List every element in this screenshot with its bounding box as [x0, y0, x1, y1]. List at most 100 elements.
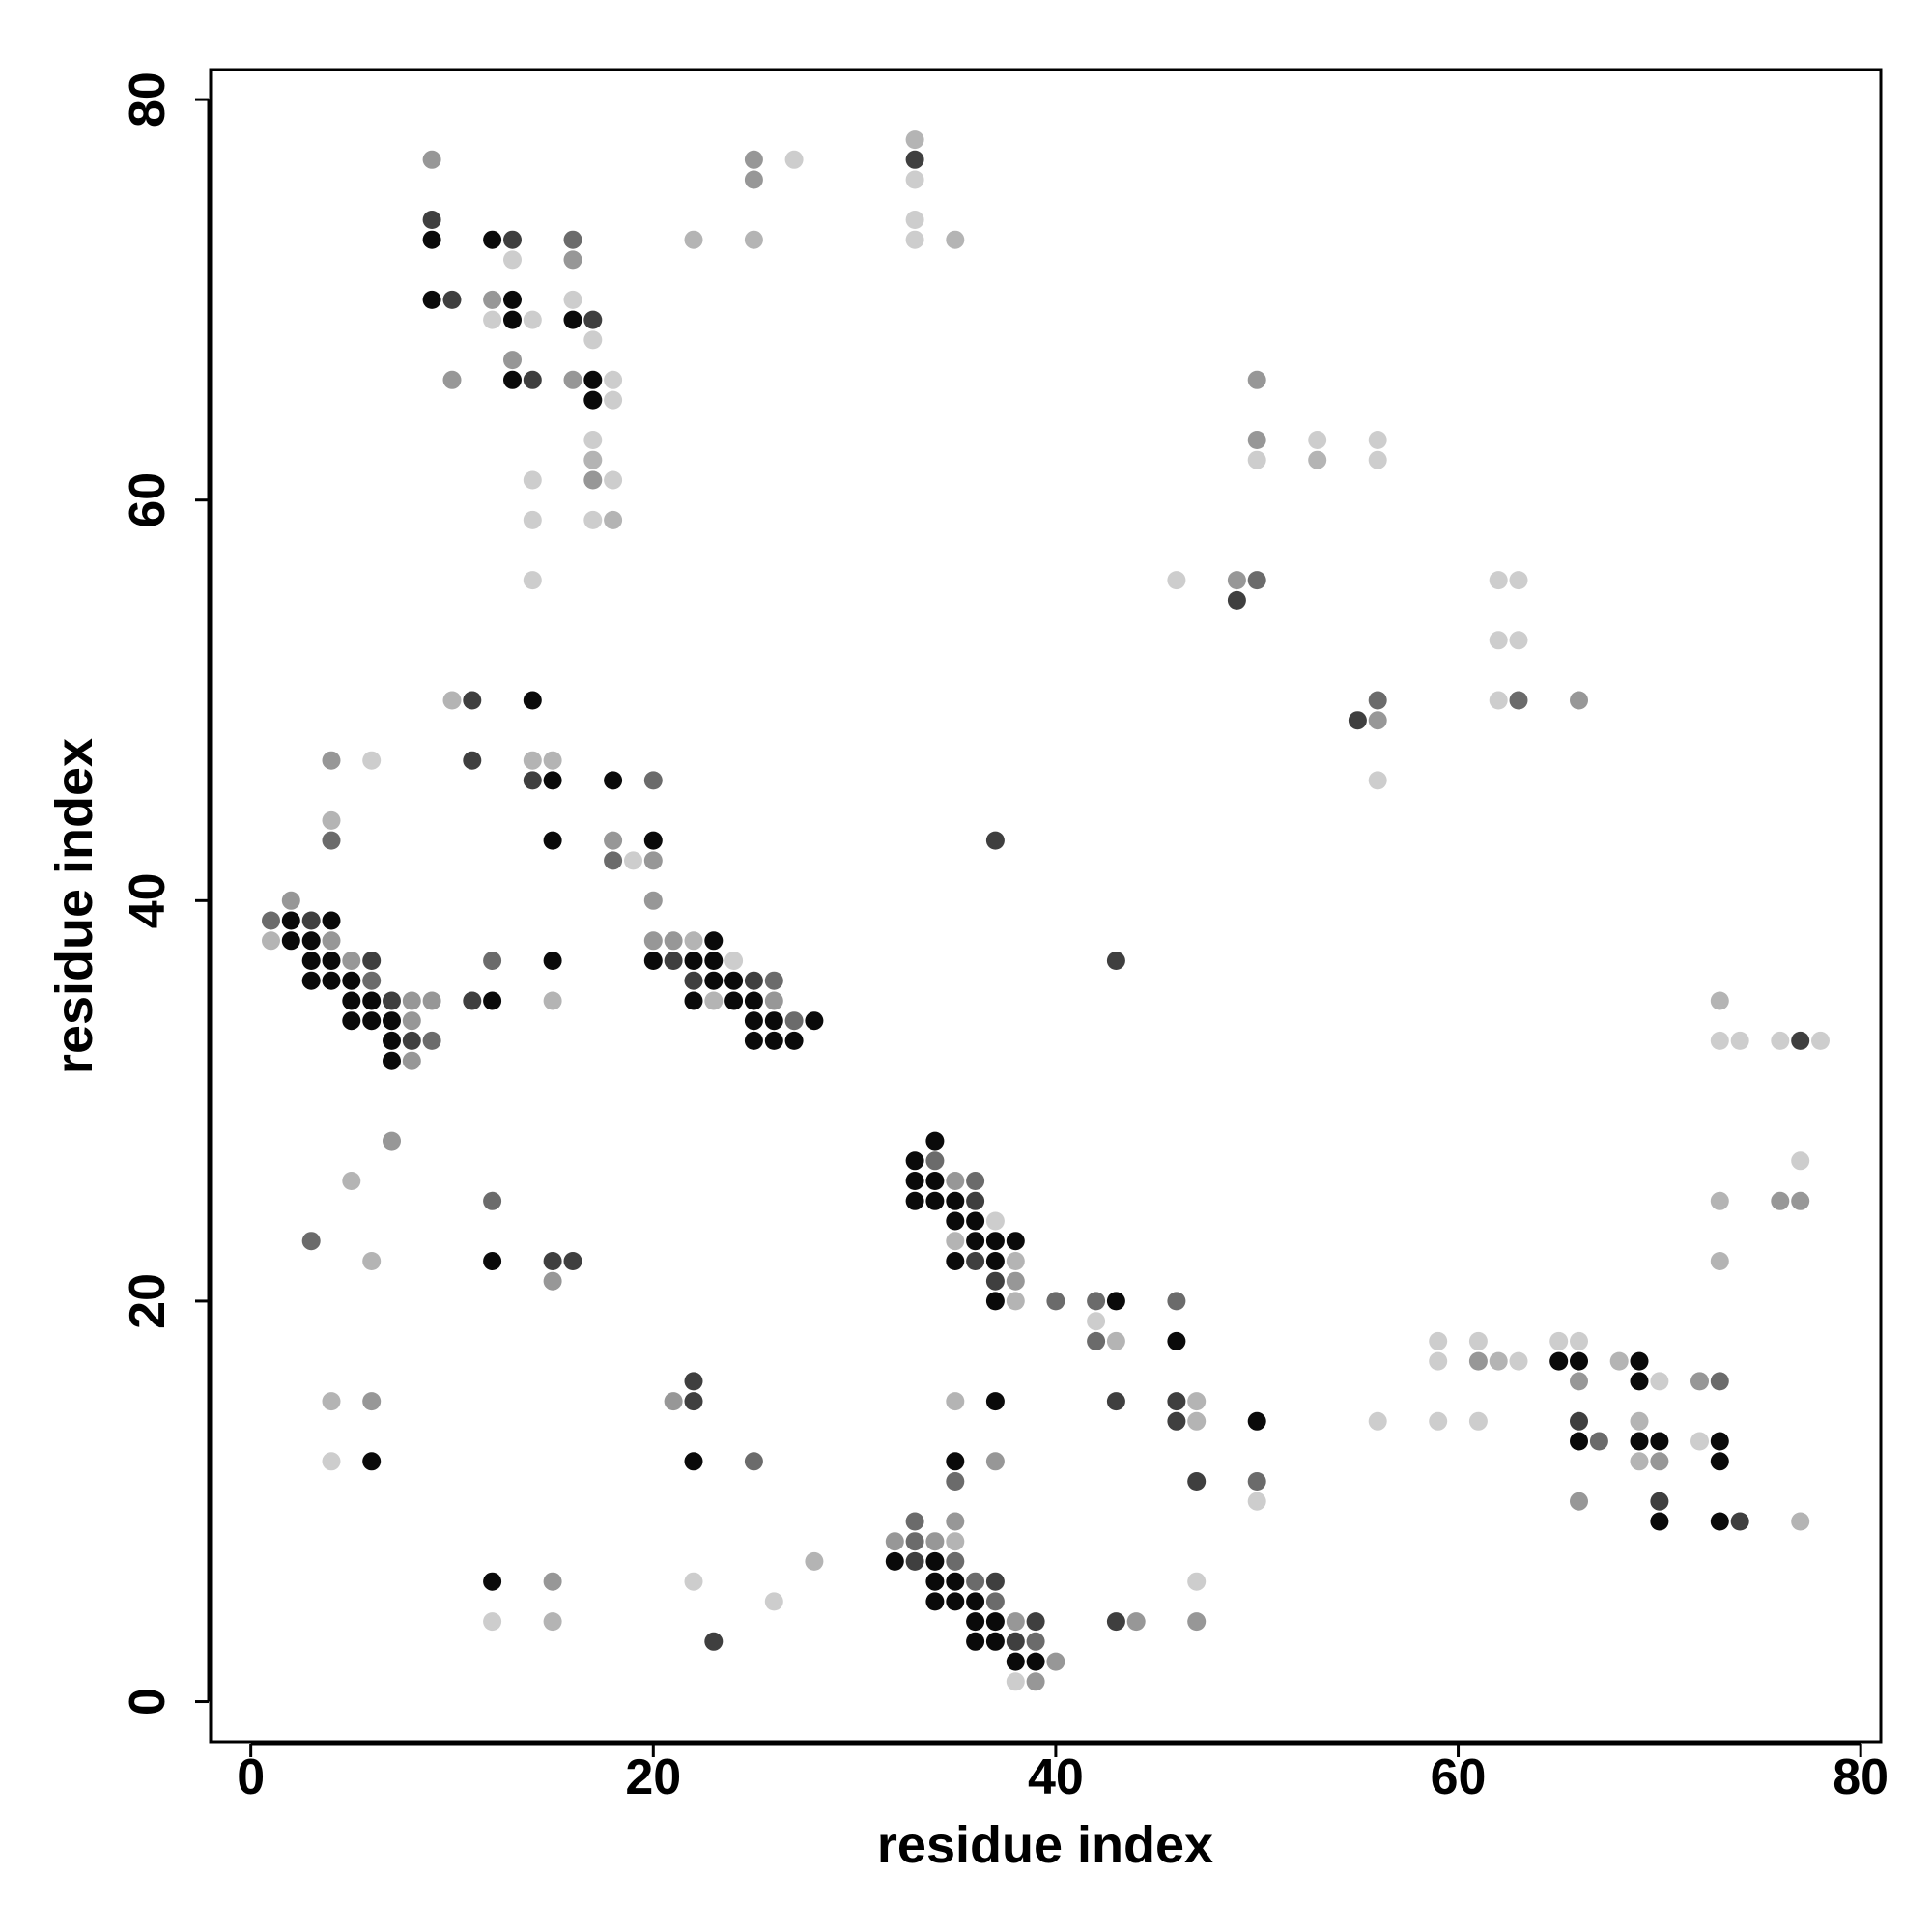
contact-point	[905, 1191, 924, 1210]
contact-point	[1429, 1411, 1448, 1431]
contact-point	[1087, 1331, 1106, 1350]
contact-point	[966, 1211, 985, 1231]
contact-point	[483, 1572, 502, 1591]
contact-point	[1308, 450, 1327, 469]
contact-point	[543, 991, 562, 1010]
contact-point	[1710, 1452, 1729, 1471]
contact-point	[744, 1452, 763, 1471]
contact-point	[262, 911, 280, 930]
contact-point	[1710, 1031, 1729, 1050]
contact-point	[583, 431, 603, 449]
contact-point	[543, 831, 562, 850]
contact-point	[1650, 1492, 1669, 1511]
contact-point	[342, 971, 361, 990]
contact-point	[422, 1031, 441, 1050]
contact-point	[905, 170, 924, 189]
contact-point	[1710, 1191, 1729, 1210]
contact-point	[1368, 431, 1387, 449]
contact-point	[342, 1011, 361, 1031]
contact-point	[764, 1031, 783, 1050]
contact-point	[322, 831, 341, 850]
contact-point	[764, 971, 783, 990]
contact-point	[402, 1011, 421, 1031]
contact-point	[925, 1172, 945, 1190]
contact-point	[925, 1572, 945, 1591]
contact-point	[744, 170, 763, 189]
contact-point	[322, 1452, 341, 1471]
contact-point	[764, 1592, 783, 1611]
contact-point	[985, 1292, 1005, 1311]
contact-point	[1227, 571, 1246, 590]
contact-point	[483, 1191, 502, 1210]
y-axis: 0 20 40 60 80	[120, 71, 211, 1716]
contact-point	[1630, 1432, 1649, 1451]
contact-point	[946, 1512, 965, 1531]
contact-point	[704, 991, 724, 1010]
contact-point	[1630, 1351, 1649, 1371]
points-layer	[262, 130, 1830, 1691]
contact-point	[946, 1191, 965, 1210]
contact-point	[563, 1252, 582, 1270]
contact-point	[985, 1392, 1005, 1411]
contact-point	[503, 290, 522, 309]
contact-point	[985, 831, 1005, 850]
contact-point	[322, 971, 341, 990]
contact-point	[1710, 991, 1729, 1010]
contact-point	[1489, 571, 1508, 590]
contact-point	[684, 1392, 703, 1411]
contact-point	[925, 1191, 945, 1210]
contact-point	[442, 290, 462, 309]
contact-point	[1509, 691, 1528, 710]
contact-point	[1187, 1392, 1207, 1411]
plot-frame	[209, 68, 1883, 1744]
contact-point	[583, 390, 603, 410]
contact-point	[925, 1551, 945, 1571]
contact-point	[1167, 1411, 1186, 1431]
contact-point	[1106, 1392, 1125, 1411]
contact-point	[483, 230, 502, 249]
contact-point	[985, 1452, 1005, 1471]
contact-point	[643, 952, 663, 970]
contact-point	[624, 851, 642, 870]
contact-point	[805, 1011, 824, 1031]
contact-point	[1187, 1411, 1207, 1431]
contact-point	[966, 1592, 985, 1611]
contact-point	[523, 751, 542, 770]
contact-point	[583, 310, 603, 329]
contact-point	[704, 1632, 724, 1651]
contact-point	[664, 1392, 683, 1411]
contact-point	[1087, 1312, 1106, 1331]
contact-point	[966, 1191, 985, 1210]
contact-point	[383, 1031, 401, 1050]
contact-point	[362, 1392, 382, 1411]
contact-point	[985, 1211, 1005, 1231]
contact-point	[483, 1612, 502, 1632]
contact-point	[503, 310, 522, 329]
contact-point	[885, 1551, 904, 1571]
y-axis-title: residue index	[45, 738, 103, 1074]
y-tick-label: 80	[120, 71, 176, 128]
contact-point	[905, 1151, 924, 1171]
x-tick-label: 60	[1431, 1749, 1487, 1805]
contact-point	[1630, 1372, 1649, 1391]
contact-point	[442, 691, 462, 710]
contact-point	[1006, 1232, 1025, 1251]
contact-point	[925, 1131, 945, 1151]
contact-point	[1468, 1331, 1488, 1350]
contact-point	[362, 751, 382, 770]
contact-point	[643, 891, 663, 910]
contact-point	[523, 510, 542, 529]
contact-point	[744, 1011, 763, 1031]
contact-point	[604, 851, 623, 870]
contact-point	[1308, 431, 1327, 449]
contact-point	[664, 952, 683, 970]
y-tick-label: 40	[120, 872, 176, 928]
contact-point	[905, 1532, 924, 1551]
contact-point	[362, 971, 382, 990]
contact-point	[684, 991, 703, 1010]
contact-point	[985, 1592, 1005, 1611]
contact-point	[946, 1532, 965, 1551]
contact-point	[483, 1252, 502, 1270]
contact-point	[1046, 1652, 1065, 1671]
